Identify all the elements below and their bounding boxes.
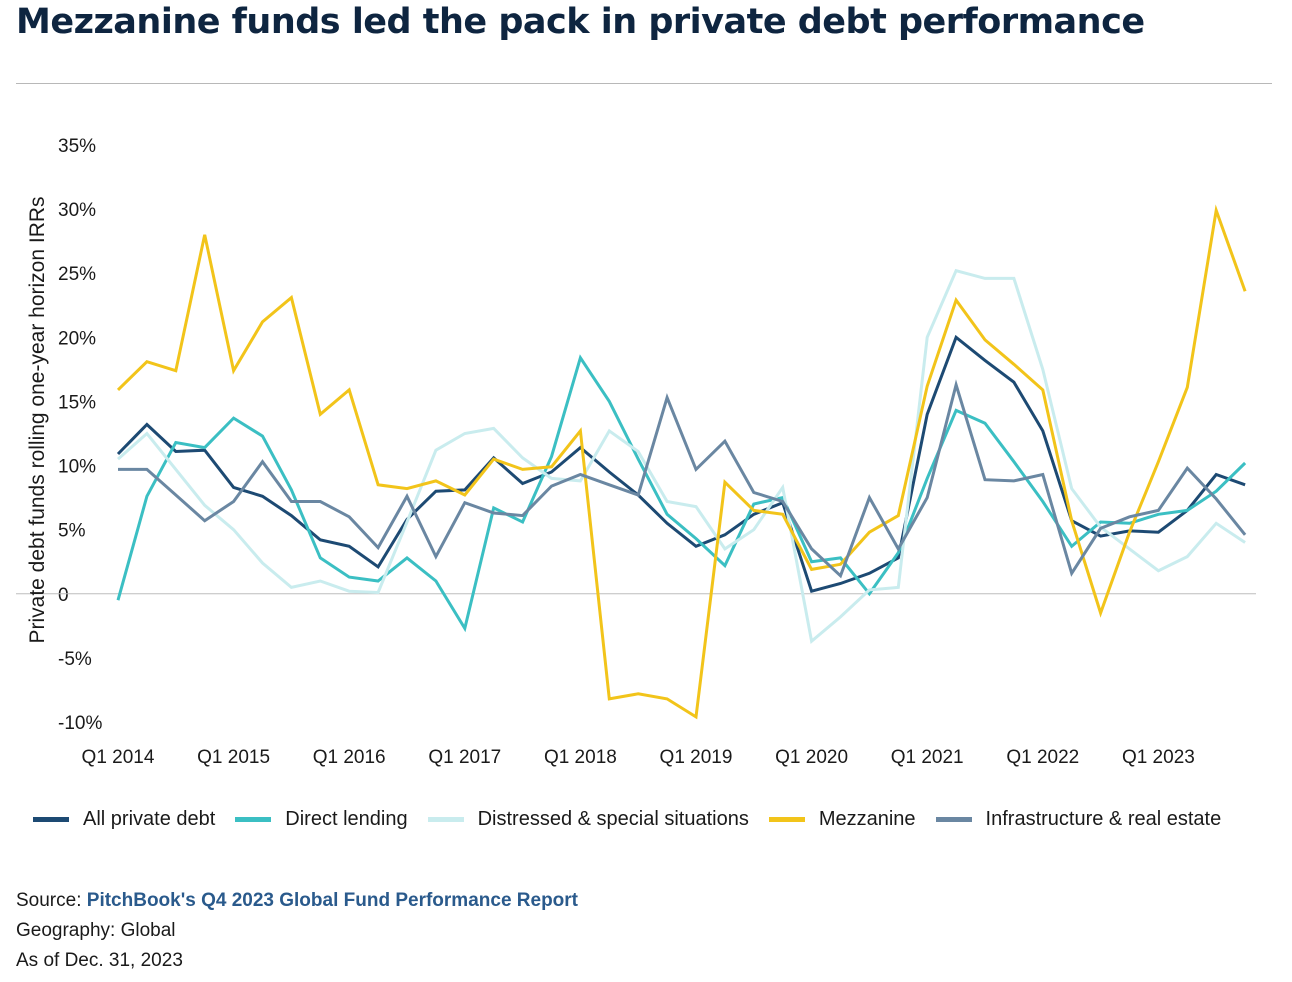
series-line-all-private-debt	[116, 334, 1246, 594]
y-tick-label: -10%	[58, 713, 102, 734]
x-tick-label: Q1 2014	[82, 747, 155, 768]
title-divider	[16, 83, 1272, 84]
legend-swatch-infrastructure	[935, 817, 972, 822]
legend-item-distressed: Distressed & special situations	[427, 808, 749, 831]
x-tick-label: Q1 2021	[891, 747, 964, 768]
legend-item-all-private-debt: All private debt	[33, 808, 215, 831]
series-lines	[116, 204, 1247, 720]
x-tick-label: Q1 2022	[1006, 747, 1079, 768]
source-footer: Source: PitchBook's Q4 2023 Global Fund …	[16, 886, 578, 976]
y-tick-label: -5%	[58, 649, 92, 670]
chart-title: Mezzanine funds led the pack in private …	[16, 2, 1145, 42]
x-tick-label: Q1 2018	[544, 747, 617, 768]
source-prefix: Source:	[16, 890, 87, 911]
x-tick-label: Q1 2019	[660, 747, 733, 768]
as-of-note: As of Dec. 31, 2023	[16, 950, 183, 971]
legend-item-direct-lending: Direct lending	[235, 808, 408, 831]
legend-swatch-distressed	[427, 817, 464, 822]
series-line-infrastructure	[118, 379, 1247, 579]
y-axis-ticks: -10% -5% 0 5% 10% 15% 20% 25% 30% 35%	[58, 136, 102, 734]
y-tick-label: 0	[58, 585, 69, 606]
legend-item-mezzanine: Mezzanine	[768, 808, 916, 831]
x-tick-label: Q1 2015	[197, 747, 270, 768]
y-tick-label: 35%	[58, 136, 96, 157]
x-tick-label: Q1 2020	[775, 747, 848, 768]
legend-swatch-direct-lending	[235, 817, 272, 822]
legend-label: Direct lending	[285, 808, 408, 830]
legend-label: All private debt	[83, 808, 216, 830]
series-line-distressed	[117, 268, 1246, 645]
y-tick-label: 10%	[58, 457, 96, 478]
source-report-link[interactable]: PitchBook's Q4 2023 Global Fund Performa…	[86, 890, 579, 911]
legend-swatch-mezzanine	[768, 817, 805, 822]
source-line: Source: PitchBook's Q4 2023 Global Fund …	[16, 886, 578, 916]
legend-label: Distressed & special situations	[477, 808, 749, 830]
y-tick-label: 20%	[58, 328, 96, 349]
x-axis-ticks: Q1 2014 Q1 2015 Q1 2016 Q1 2017 Q1 2018 Q1 20…	[82, 747, 1195, 768]
y-axis-label: Private debt funds rolling one-year hori…	[26, 196, 49, 643]
y-tick-label: 5%	[58, 521, 86, 542]
series-line-mezzanine	[116, 204, 1247, 720]
y-tick-label: 30%	[58, 200, 96, 221]
x-tick-label: Q1 2017	[428, 747, 501, 768]
legend-item-infrastructure: Infrastructure & real estate	[935, 808, 1222, 831]
legend-swatch-all-private-debt	[33, 817, 69, 822]
chart-legend: All private debt Direct lending Distress…	[33, 808, 1241, 831]
x-tick-label: Q1 2016	[313, 747, 386, 768]
geography-note: Geography: Global	[16, 920, 176, 941]
y-tick-label: 15%	[58, 392, 96, 413]
legend-label: Mezzanine	[818, 808, 916, 830]
legend-label: Infrastructure & real estate	[985, 808, 1222, 830]
x-tick-label: Q1 2023	[1122, 747, 1195, 768]
y-tick-label: 25%	[58, 264, 96, 285]
